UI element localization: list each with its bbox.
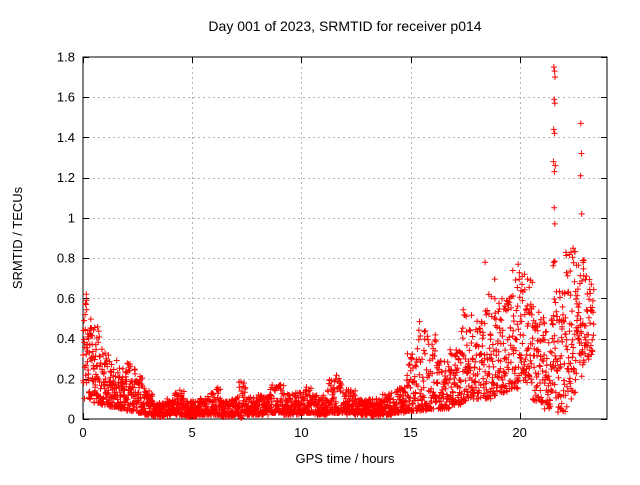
y-tick-label: 0.6 (57, 291, 75, 306)
plot-border (82, 56, 608, 420)
x-tick-label: 0 (79, 425, 86, 440)
y-tick-label: 0.8 (57, 251, 75, 266)
scatter-points (80, 64, 597, 421)
y-tick-label: 1 (68, 210, 75, 225)
y-tick-label: 0.2 (57, 371, 75, 386)
y-tick-label: 0.4 (57, 331, 75, 346)
x-tick-label: 10 (294, 425, 308, 440)
y-tick-label: 1.2 (57, 170, 75, 185)
y-tick-label: 1.6 (57, 90, 75, 105)
y-axis-label: SRMTID / TECUs (10, 186, 25, 289)
y-tick-label: 1.8 (57, 50, 75, 65)
x-tick-label: 15 (403, 425, 417, 440)
chart-title: Day 001 of 2023, SRMTID for receiver p01… (208, 18, 481, 34)
x-tick-label: 20 (512, 425, 526, 440)
y-tick-label: 0 (68, 412, 75, 427)
x-tick-label: 5 (189, 425, 196, 440)
tick-labels: 0 5 10 15 20 0 0.2 0.4 0.6 0.8 1 1.2 1.4 1.6 1.8 (57, 50, 527, 441)
y-tick-label: 1.4 (57, 130, 75, 145)
x-axis-label: GPS time / hours (296, 451, 395, 466)
